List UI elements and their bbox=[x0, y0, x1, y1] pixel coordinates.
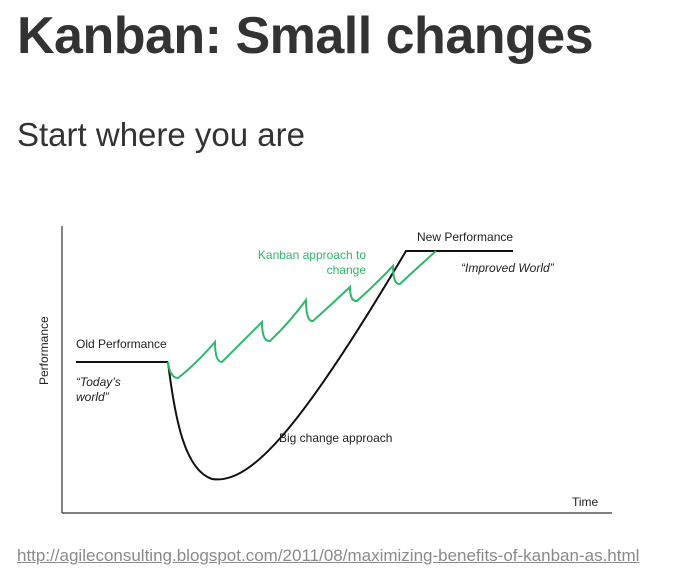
old-performance-label: Old Performance bbox=[76, 337, 167, 351]
todays-world-label-2: world” bbox=[76, 390, 110, 404]
source-link[interactable]: http://agileconsulting.blogspot.com/2011… bbox=[17, 546, 640, 565]
big-change-curve bbox=[167, 250, 513, 481]
y-axis-label: Performance bbox=[37, 316, 51, 385]
todays-world-label-1: “Today’s bbox=[76, 375, 121, 389]
slide-title: Kanban: Small changes bbox=[17, 7, 594, 65]
kanban-label-2: change bbox=[327, 263, 367, 277]
new-performance-label: New Performance bbox=[417, 230, 513, 244]
kanban-label-1: Kanban approach to bbox=[258, 248, 366, 262]
kanban-curve bbox=[167, 250, 437, 380]
big-change-label: Big change approach bbox=[279, 431, 392, 445]
x-axis-label: Time bbox=[572, 495, 599, 509]
improved-world-label: “Improved World” bbox=[461, 261, 555, 275]
slide-subtitle: Start where you are bbox=[17, 116, 305, 153]
